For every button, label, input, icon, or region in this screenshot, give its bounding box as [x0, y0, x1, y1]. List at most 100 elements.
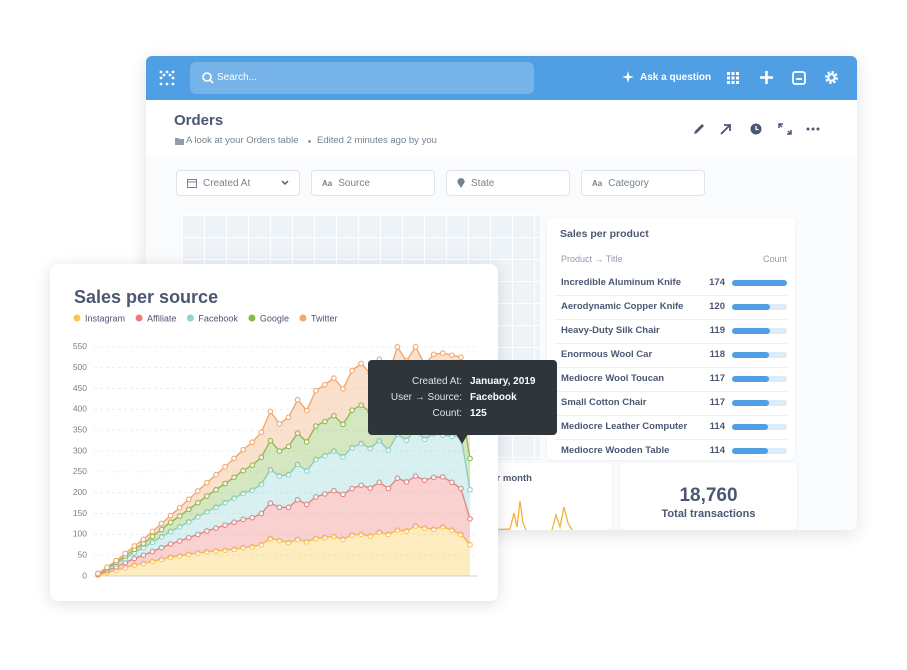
legend-swatch: [299, 314, 307, 322]
filter[interactable]: Aa Category: [581, 170, 705, 196]
point: [349, 407, 355, 414]
y-tick-label: 350: [73, 424, 87, 434]
add-icon[interactable]: [759, 70, 774, 85]
point: [340, 421, 346, 428]
legend-swatch: [73, 314, 81, 322]
point: [312, 493, 319, 500]
point: [204, 528, 210, 534]
point: [167, 512, 174, 519]
bar: [732, 352, 770, 358]
point: [331, 533, 337, 540]
transactions-label: Total transactions: [661, 508, 756, 520]
calendar-icon: [187, 179, 197, 188]
browse-icon[interactable]: [792, 71, 806, 85]
icon-shape: [281, 180, 289, 185]
product-count: 114: [709, 421, 725, 432]
point: [394, 475, 401, 481]
filter-label: State: [471, 177, 495, 189]
filter[interactable]: Created At: [176, 170, 300, 196]
icon-shape: [187, 179, 197, 188]
filter[interactable]: Aa Source: [311, 170, 435, 196]
point: [267, 437, 274, 444]
history-icon[interactable]: [750, 123, 762, 135]
apps-icon[interactable]: [726, 71, 740, 85]
legend-label: Twitter: [311, 313, 338, 323]
y-tick-label: 550: [73, 341, 87, 351]
product-name: Mediocre Wool Toucan: [561, 373, 665, 384]
point: [167, 528, 174, 535]
product-name: Heavy-Duty Silk Chair: [561, 325, 660, 336]
point: [113, 557, 119, 564]
y-tick-label: 150: [73, 508, 87, 518]
point: [321, 418, 328, 425]
more-icon[interactable]: [806, 127, 820, 131]
point: [149, 558, 156, 565]
search-box[interactable]: Search...: [190, 62, 534, 94]
point: [331, 375, 337, 381]
point: [439, 473, 446, 480]
share-icon[interactable]: [720, 124, 731, 135]
point: [321, 381, 328, 388]
point: [140, 552, 147, 559]
point: [394, 343, 401, 350]
point: [276, 473, 283, 479]
logo[interactable]: [158, 69, 176, 87]
point: [385, 447, 392, 454]
point: [358, 482, 364, 489]
point: [421, 436, 428, 443]
point: [258, 541, 265, 548]
point: [421, 525, 428, 531]
point: [140, 536, 147, 543]
ask-question[interactable]: Ask a question: [640, 72, 712, 83]
area: [98, 526, 470, 576]
point: [276, 448, 283, 454]
product-name: Mediocre Leather Computer: [561, 421, 688, 432]
settings-icon[interactable]: [824, 70, 839, 85]
point: [321, 491, 328, 497]
search-icon: [202, 72, 214, 84]
fullscreen-icon[interactable]: [778, 123, 792, 135]
bar: [732, 448, 769, 454]
row-divider: [555, 295, 787, 296]
point: [185, 518, 192, 525]
point: [458, 531, 464, 538]
tooltip: Created At: January, 2019 User → Source: Fa…: [368, 360, 557, 444]
dashboard-description: A look at your Orders table: [186, 135, 299, 146]
point: [421, 477, 428, 484]
row-divider: [555, 343, 787, 344]
header-actions: [694, 123, 820, 135]
point: [167, 554, 174, 561]
y-tick-label: 200: [73, 487, 87, 497]
point: [185, 551, 192, 558]
point: [194, 513, 201, 520]
column-header: Count: [762, 254, 787, 264]
point: [185, 496, 192, 503]
point: [204, 548, 210, 555]
point: [358, 360, 364, 367]
point: [213, 525, 219, 531]
point: [358, 531, 364, 538]
point: [204, 479, 210, 486]
point: [240, 544, 247, 551]
point: [303, 438, 310, 445]
point: [458, 485, 464, 492]
legend-swatch: [186, 314, 194, 322]
tooltip-value: 125: [470, 408, 487, 419]
bar: [732, 328, 770, 334]
filter[interactable]: State: [446, 170, 570, 196]
tooltip-key: Created At:: [411, 376, 462, 387]
point: [412, 473, 419, 479]
point: [285, 539, 292, 546]
y-tick-label: 450: [73, 383, 87, 393]
point: [294, 430, 301, 436]
edit-icon[interactable]: [694, 124, 704, 134]
point: [294, 461, 301, 468]
product-count: 174: [709, 277, 725, 288]
top-bar: Search... Ask a question: [146, 56, 857, 100]
legend-swatch: [135, 314, 143, 322]
point: [204, 508, 210, 515]
point: [449, 527, 455, 534]
point: [285, 471, 292, 478]
point: [303, 501, 310, 508]
point: [231, 546, 237, 553]
